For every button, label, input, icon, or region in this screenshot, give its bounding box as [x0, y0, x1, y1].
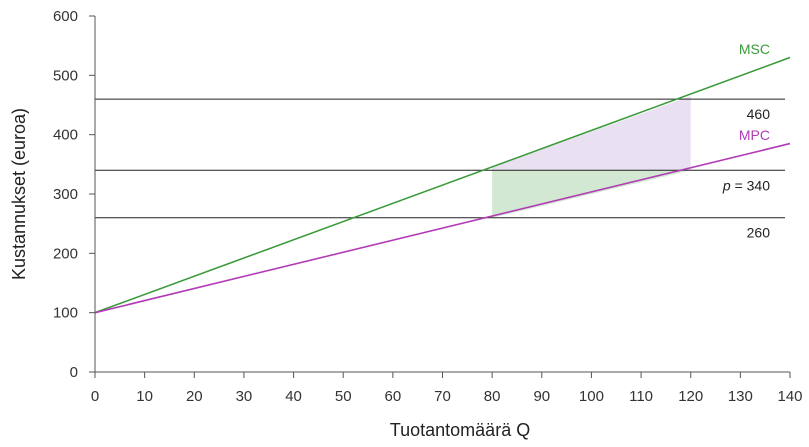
- series-lines: [94, 56, 791, 314]
- reference-line-label-2: 260: [747, 225, 771, 241]
- x-tick-label: 10: [136, 388, 153, 405]
- series-label-mpc: MPC: [739, 127, 770, 143]
- y-tick-label: 100: [53, 305, 78, 322]
- y-ticks: 0 100 200 300 400 500 600: [53, 8, 95, 381]
- x-tick-label: 100: [579, 388, 604, 405]
- y-tick-label: 500: [53, 67, 78, 84]
- x-tick-label: 20: [186, 388, 203, 405]
- x-tick-label: 0: [91, 388, 99, 405]
- reference-lines: [95, 98, 785, 219]
- shaded-region-0: [492, 96, 691, 171]
- x-ticks: 0 10 20 30 40 50 60 70 80 90 100 110 120 130 140: [91, 372, 803, 405]
- reference-line-label-1: p = 340: [722, 177, 770, 193]
- x-tick-label: 30: [236, 388, 253, 405]
- x-tick-label: 110: [629, 388, 653, 405]
- y-tick-label: 200: [53, 245, 78, 262]
- series-label-msc: MSC: [739, 41, 770, 57]
- y-tick-label: 0: [70, 364, 78, 381]
- x-tick-label: 130: [728, 388, 753, 405]
- y-axis-title: Kustannukset (euroa): [9, 108, 29, 280]
- x-tick-label: 120: [678, 388, 703, 405]
- series-line-mpc: [94, 142, 791, 314]
- axes: [94, 16, 790, 373]
- x-tick-label: 50: [335, 388, 352, 405]
- y-tick-label: 600: [53, 8, 78, 25]
- x-tick-label: 90: [533, 388, 550, 405]
- x-tick-label: 60: [385, 388, 402, 405]
- series-line-msc: [94, 56, 791, 314]
- x-tick-label: 80: [484, 388, 501, 405]
- x-axis-title: Tuotantomäärä Q: [390, 420, 530, 440]
- annotations: 460 p = 340 260 MSC MPC: [722, 41, 770, 241]
- x-tick-label: 40: [285, 388, 302, 405]
- x-tick-label: 140: [777, 388, 802, 405]
- y-tick-label: 400: [53, 127, 78, 144]
- shaded-regions: [492, 96, 691, 218]
- y-tick-label: 300: [53, 186, 78, 203]
- x-tick-label: 70: [434, 388, 451, 405]
- shaded-region-1: [492, 170, 691, 218]
- reference-line-label-0: 460: [747, 106, 771, 122]
